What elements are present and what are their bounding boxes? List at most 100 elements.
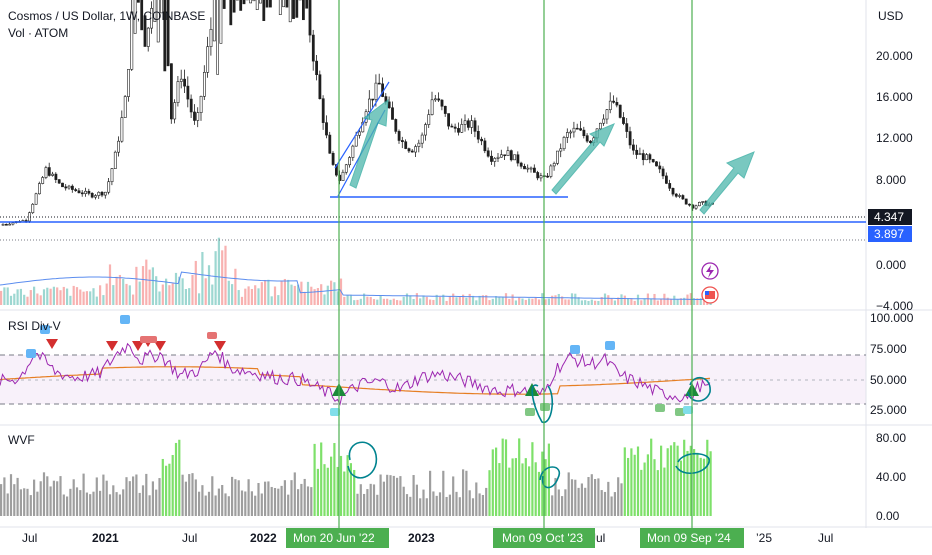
volume-bar: [472, 296, 474, 305]
wvf-bar: [281, 486, 283, 516]
wvf-bar: [69, 489, 71, 516]
volume-bar: [528, 298, 530, 305]
volume-bar: [168, 285, 170, 305]
candle-body: [68, 186, 70, 188]
wvf-bar: [327, 468, 329, 516]
candle-body: [490, 156, 492, 161]
time-tick: Jul: [182, 531, 197, 545]
volume-bar: [257, 288, 259, 305]
wvf-bar: [13, 484, 15, 516]
current-price-badge: 4.347: [868, 209, 912, 225]
candle-body: [65, 187, 67, 188]
wvf-bar: [650, 439, 652, 516]
volume-bar: [614, 300, 616, 305]
wvf-bar: [162, 459, 164, 516]
candle-body: [444, 106, 446, 113]
volume-bar: [650, 299, 652, 305]
candle-body: [332, 153, 334, 164]
wvf-bar: [469, 490, 471, 516]
candle-body: [682, 195, 684, 198]
candle-body: [580, 129, 582, 131]
volume-bar: [630, 298, 632, 305]
wvf-bar: [251, 491, 253, 516]
bullish-label-marker: [525, 408, 535, 416]
candle-body: [61, 183, 63, 187]
peak-marker: [605, 341, 615, 350]
rsi-tick: 25.000: [870, 403, 907, 417]
candle-body: [540, 176, 542, 178]
candle-body: [675, 194, 677, 196]
candle-body: [147, 28, 149, 46]
candle-body: [12, 223, 14, 224]
volume-bar: [386, 299, 388, 305]
wvf-bar: [221, 485, 223, 516]
candle-body: [289, 0, 291, 22]
wvf-bar: [677, 446, 679, 516]
wvf-bar: [211, 476, 213, 516]
volume-bar: [492, 299, 494, 305]
currency-label[interactable]: USD: [878, 9, 904, 23]
wvf-bar: [488, 470, 490, 516]
candle-body: [203, 72, 205, 96]
volume-bar: [142, 266, 144, 305]
volume-bar: [376, 300, 378, 305]
wvf-bar: [383, 482, 385, 516]
volume-bar: [66, 289, 68, 305]
candle-body: [642, 154, 644, 160]
wvf-bar: [416, 485, 418, 516]
wvf-bar: [356, 494, 358, 516]
wvf-bar: [409, 497, 411, 516]
wvf-bar: [485, 488, 487, 516]
support-price-badge: 3.897: [868, 226, 912, 242]
candle-body: [497, 157, 499, 158]
candle-body: [372, 99, 374, 100]
wvf-bar: [380, 474, 382, 516]
volume-bar: [673, 296, 675, 305]
volume-bar: [545, 299, 547, 305]
wvf-bar: [663, 468, 665, 516]
candle-body: [560, 149, 562, 151]
candle-body: [174, 103, 176, 119]
wvf-bar: [300, 484, 302, 516]
volume-bar: [208, 265, 210, 305]
candle-body: [685, 199, 687, 204]
wvf-bar: [422, 490, 424, 516]
volume-bar: [640, 300, 642, 305]
wvf-bar: [432, 491, 434, 516]
volume-bar: [538, 299, 540, 305]
volume-bar: [366, 297, 368, 305]
volume-bar: [488, 300, 490, 305]
volume-bar: [396, 300, 398, 305]
wvf-bar: [218, 489, 220, 516]
lightning-icon[interactable]: [702, 263, 718, 279]
candle-body: [405, 142, 407, 149]
candle-body: [75, 190, 77, 191]
candle-body: [81, 193, 83, 194]
volume-bar: [317, 288, 319, 305]
candle-body: [517, 155, 519, 163]
candle-body: [118, 141, 120, 152]
wvf-bar: [323, 464, 325, 516]
wvf-bar: [23, 488, 25, 516]
volume-bar: [479, 296, 481, 305]
candle-body: [266, 0, 268, 7]
flag-icon[interactable]: [702, 287, 718, 303]
volume-bar: [426, 297, 428, 305]
volume-bar: [449, 296, 451, 305]
candle-body: [217, 0, 219, 74]
wvf-bar: [429, 471, 431, 516]
candle-body: [514, 155, 516, 160]
volume-bar: [634, 301, 636, 305]
volume-bar: [261, 282, 263, 305]
volume-bar: [33, 287, 35, 305]
volume-bar: [89, 291, 91, 305]
candle-body: [279, 0, 281, 15]
candle-body: [504, 155, 506, 156]
wvf-bar: [155, 490, 157, 516]
volume-bar: [653, 294, 655, 305]
candle-body: [355, 135, 357, 146]
volume-bar: [215, 251, 217, 305]
candle-body: [550, 166, 552, 177]
